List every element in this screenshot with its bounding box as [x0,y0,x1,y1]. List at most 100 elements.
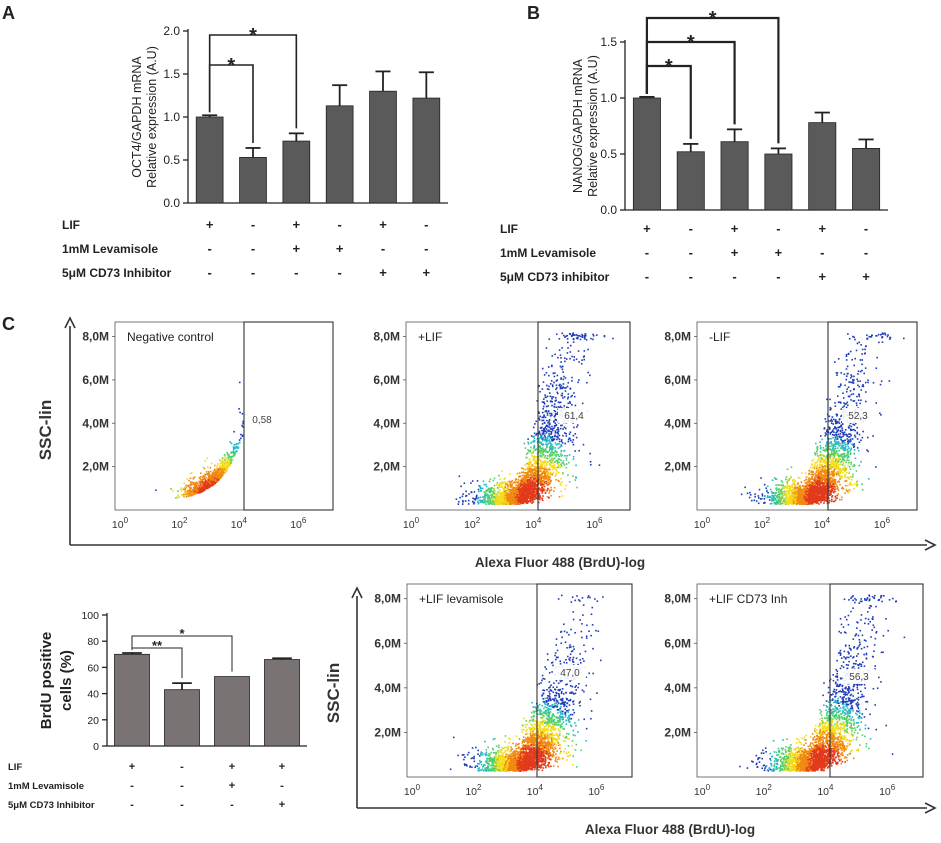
flow-event [848,381,850,383]
flow-event [226,463,229,466]
flow-event [535,476,538,478]
flow-event [826,469,828,471]
flow-event [547,487,549,490]
flow-event [551,440,554,442]
flow-event [748,496,751,499]
flow-event [831,477,833,480]
flow-event [549,400,552,403]
flow-event [540,483,543,486]
flow-event [823,502,825,504]
flow-event [544,457,547,460]
flow-event [583,337,586,340]
flow-event [552,446,554,448]
flow-event [508,499,511,502]
flow-event [233,454,236,456]
flow-event [560,490,562,493]
flow-event [514,491,517,493]
flow-event [533,492,535,494]
flow-event [771,492,774,495]
flow-event [522,502,525,504]
flow-event [228,455,231,458]
flow-event [533,485,536,488]
flow-event [845,479,847,482]
flow-event [218,470,220,472]
flow-event [821,477,824,479]
flow-event [826,441,828,443]
flow-event [208,483,211,485]
flow-event [539,470,542,472]
flow-event [507,503,509,505]
flow-event [524,477,526,479]
flow-event [541,401,544,403]
flow-event [822,461,825,463]
flow-event [830,493,832,496]
flow-event [771,479,774,482]
bar [764,153,793,211]
flow-event [502,493,505,496]
flow-event [520,497,523,499]
flow-event [518,475,520,478]
flow-event [755,500,758,502]
flow-event [549,395,552,398]
bar [239,157,267,204]
flow-event [549,454,551,456]
flow-event [835,457,837,460]
flow-event [834,447,837,450]
flow-event [482,501,485,504]
flow-event [845,454,847,457]
flow-event [188,490,190,492]
flow-event [553,438,556,440]
flow-event [844,428,847,431]
flow-event [555,419,557,422]
flow-event [524,472,526,474]
flow-event [218,474,221,477]
flow-event [552,471,555,474]
flow-event [207,466,209,468]
flow-event [198,482,201,484]
flow-event [528,492,531,495]
flow-event [495,503,498,505]
flow-event [492,479,495,482]
flow-event [222,470,224,472]
flow-event [505,482,508,485]
flow-event [819,441,821,444]
flow-event [215,471,218,473]
flow-event [533,498,535,501]
flow-event [190,491,193,494]
flow-event [498,484,500,487]
flow-event [498,474,500,477]
flow-event [558,440,561,443]
flow-event [505,495,507,497]
flow-event [847,445,849,448]
flow-event [189,483,192,486]
flow-event [239,411,241,414]
flow-event [821,493,824,496]
flow-event [818,472,820,475]
flow-event [550,414,553,416]
flow-event [546,419,548,422]
flow-event [536,474,538,476]
flow-event [561,387,564,390]
flow-event [525,482,528,484]
flow-event [558,461,560,464]
flow-event [778,503,781,505]
flow-event [203,487,206,490]
flow-event [810,478,813,480]
flow-event [527,465,529,468]
flow-event [522,492,525,494]
condition-sign: - [251,217,255,232]
flow-event [554,418,557,421]
flow-event [500,486,503,488]
flow-event [530,474,532,477]
flow-event [211,475,213,478]
flow-event [196,490,199,492]
flow-event [826,458,829,461]
flow-event [565,435,568,437]
flow-event [204,460,206,462]
flow-event [238,439,241,441]
flow-event [544,475,547,478]
flow-event [536,438,539,440]
flow-event [494,490,496,493]
flow-event [215,476,217,478]
flow-event [242,420,244,423]
